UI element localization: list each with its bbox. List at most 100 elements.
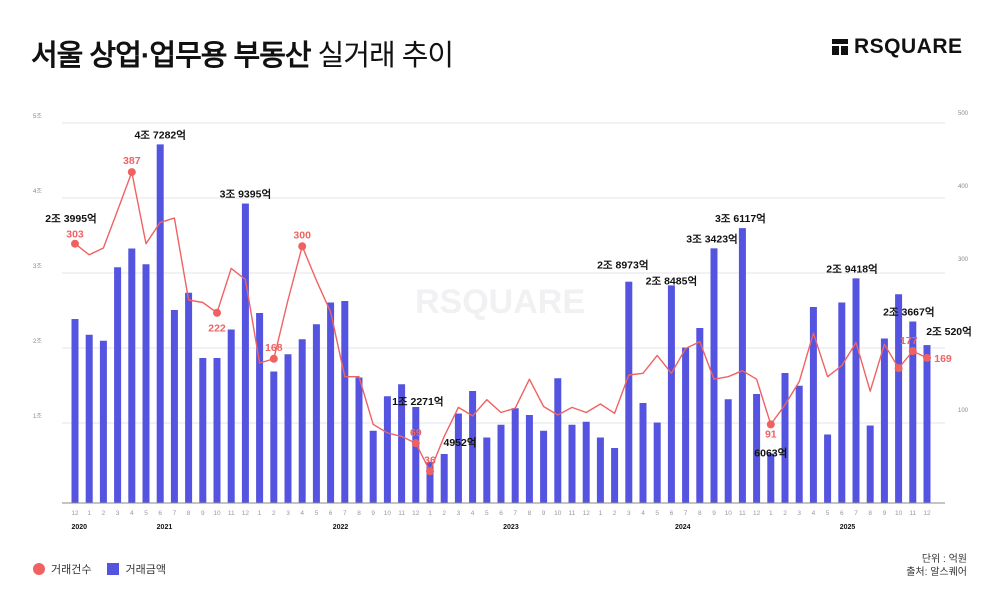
year-label: 2024 [675, 524, 691, 531]
left-axis-tick: 3조 [33, 263, 42, 270]
count-value-label: 222 [208, 323, 226, 335]
month-tick: 2 [102, 510, 106, 517]
bar-16 [298, 339, 306, 503]
month-tick: 10 [213, 510, 221, 517]
bar-31 [511, 408, 519, 503]
bar-6 [156, 144, 164, 503]
bar-12 [241, 203, 249, 503]
bar-43 [682, 347, 690, 503]
month-tick: 12 [753, 510, 761, 517]
count-value-label: 69 [410, 427, 422, 439]
month-tick: 8 [868, 510, 872, 517]
bar-value-label: 6063억 [754, 448, 787, 460]
month-tick: 2 [442, 510, 446, 517]
month-tick: 10 [384, 510, 392, 517]
month-tick: 9 [712, 510, 716, 517]
bar-value-label: 1조 2271억 [392, 396, 443, 408]
month-tick: 1 [769, 510, 773, 517]
bar-value-label: 3조 3423억 [686, 233, 737, 245]
bar-42 [667, 285, 675, 503]
month-tick: 9 [883, 510, 887, 517]
bar-44 [696, 328, 704, 503]
bar-59 [909, 321, 917, 503]
bar-58 [895, 294, 903, 503]
count-value-label: 168 [265, 342, 283, 354]
bar-37 [596, 437, 604, 503]
bar-value-label: 2조 9418억 [826, 263, 877, 275]
source-note: 출처: 알스퀘어 [906, 567, 967, 578]
count-point-59 [908, 347, 917, 356]
bar-27 [454, 413, 462, 503]
left-axis-tick: 2조 [33, 338, 42, 345]
month-tick: 6 [670, 510, 674, 517]
unit-note: 단위 : 억원 [921, 554, 967, 565]
month-tick: 8 [528, 510, 532, 517]
bar-3 [114, 267, 122, 503]
watermark: RSQUARE [415, 283, 585, 321]
bar-value-label: 4952억 [443, 437, 476, 449]
month-tick: 1 [599, 510, 603, 517]
month-tick: 3 [457, 510, 461, 517]
month-tick: 12 [412, 510, 420, 517]
month-tick: 5 [655, 510, 659, 517]
bar-41 [653, 422, 661, 503]
logo-mark-icon [832, 39, 848, 55]
count-point-25 [426, 467, 434, 476]
bar-28 [469, 391, 477, 503]
bar-18 [327, 302, 335, 503]
month-tick: 11 [228, 510, 235, 517]
bar-8 [185, 292, 193, 503]
bar-49 [767, 453, 775, 503]
month-tick: 3 [797, 510, 801, 517]
month-tick: 8 [357, 510, 361, 517]
month-tick: 8 [187, 510, 191, 517]
bar-value-label: 2조 520억 [926, 326, 972, 338]
bar-20 [355, 377, 363, 503]
bar-13 [256, 313, 264, 503]
bar-0 [71, 319, 79, 503]
bar-2 [99, 340, 107, 503]
month-tick: 1 [428, 510, 432, 517]
chart-notes: 단위 : 억원 출처: 알스퀘어 [906, 553, 967, 579]
count-point-10 [213, 308, 221, 317]
title-light: 실거래 추이 [317, 40, 454, 72]
month-tick: 10 [895, 510, 903, 517]
month-tick: 2 [272, 510, 276, 517]
year-label: 2022 [333, 524, 349, 531]
bar-51 [795, 385, 803, 503]
count-point-60 [923, 353, 931, 362]
month-tick: 4 [812, 510, 816, 517]
bar-23 [398, 384, 406, 503]
bar-value-label: 2조 8973억 [597, 260, 648, 272]
bar-15 [284, 354, 292, 503]
bar-7 [170, 310, 178, 503]
legend-count-swatch [33, 563, 45, 575]
title-bold: 서울 상업·업무용 부동산 [31, 40, 312, 72]
month-tick: 5 [144, 510, 148, 517]
bar-54 [838, 302, 846, 503]
month-tick: 12 [583, 510, 591, 517]
legend: 거래건수 거래금액 [33, 561, 166, 577]
bar-29 [483, 437, 491, 503]
bar-40 [639, 403, 647, 503]
month-tick: 3 [627, 510, 631, 517]
count-point-49 [766, 420, 775, 429]
count-point-24 [411, 439, 420, 448]
count-point-14 [269, 354, 278, 363]
bar-45 [710, 248, 718, 503]
month-tick: 7 [684, 510, 688, 517]
month-tick: 12 [71, 510, 79, 517]
bar-34 [554, 378, 562, 503]
bar-value-label: 3조 9395억 [220, 189, 271, 201]
month-tick: 6 [499, 510, 503, 517]
bar-35 [568, 424, 576, 503]
count-value-label: 169 [934, 353, 952, 365]
bar-48 [753, 394, 761, 503]
right-axis-tick: 300 [958, 257, 969, 263]
month-tick: 2 [613, 510, 617, 517]
bar-38 [611, 448, 619, 503]
count-point-58 [894, 364, 903, 373]
month-tick: 3 [116, 510, 120, 517]
month-tick: 4 [471, 510, 475, 517]
